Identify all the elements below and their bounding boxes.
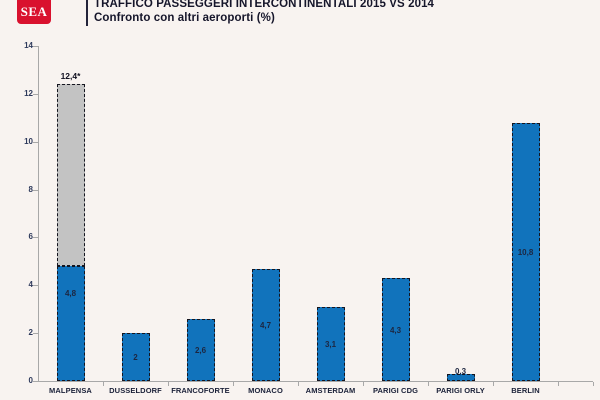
category-label: AMSTERDAM xyxy=(305,386,356,395)
category-label: MONACO xyxy=(248,386,283,395)
chart-title: TRAFFICO PASSEGGERI INTERCONTINENTALI 20… xyxy=(94,0,435,10)
y-tick-label: 10 xyxy=(24,136,33,146)
y-tick-mark xyxy=(33,141,38,143)
bar-value-label: 4,8 xyxy=(64,288,77,298)
x-tick-mark xyxy=(168,382,169,386)
bar-parigi-cdg xyxy=(381,278,410,381)
bar-berlin xyxy=(511,122,540,381)
bar-value-label: 0,3 xyxy=(454,367,467,376)
y-tick-mark xyxy=(33,46,38,47)
x-tick-mark xyxy=(593,382,594,386)
category-label: DUSSELDORF xyxy=(109,386,162,395)
y-tick-mark xyxy=(33,333,38,335)
x-tick-mark xyxy=(103,382,104,386)
stacked-extra-segment xyxy=(56,84,85,267)
x-tick-mark xyxy=(233,382,234,386)
x-tick-mark xyxy=(558,382,559,386)
x-tick-mark xyxy=(363,382,364,386)
y-tick-label: 6 xyxy=(28,232,33,242)
category-label: BERLIN xyxy=(511,386,540,395)
y-tick-label: 0 xyxy=(28,376,33,385)
y-tick-label: 14 xyxy=(24,41,33,50)
y-tick-mark xyxy=(33,237,38,239)
header-separator xyxy=(86,0,88,26)
bar-value-label: 4,3 xyxy=(389,325,402,335)
bar-amsterdam xyxy=(316,306,345,381)
category-label: PARIGI ORLY xyxy=(436,386,485,395)
bar-francoforte xyxy=(186,318,215,381)
category-label: PARIGI CDG xyxy=(372,386,419,395)
category-label: MALPENSA xyxy=(49,386,92,395)
y-tick-label: 2 xyxy=(28,328,33,338)
y-tick-label: 8 xyxy=(28,184,33,194)
bar-value-label: 4,7 xyxy=(259,320,272,330)
bar-value-label: 2,6 xyxy=(194,345,207,355)
y-tick-mark xyxy=(33,381,38,382)
bar-malpensa xyxy=(56,266,85,381)
stacked-total-label: 12,4* xyxy=(60,71,81,82)
y-tick-mark xyxy=(33,189,38,191)
y-tick-mark xyxy=(33,285,38,287)
header-titles: TRAFFICO PASSEGGERI INTERCONTINENTALI 20… xyxy=(94,0,594,25)
category-label: FRANCOFORTE xyxy=(171,386,230,395)
bar-value-label: 3,1 xyxy=(324,339,337,349)
bar-value-label: 10,8 xyxy=(517,247,534,257)
sea-logo: SEA xyxy=(17,0,51,24)
bar-dusseldorf xyxy=(121,333,150,381)
x-tick-mark xyxy=(428,382,429,386)
x-tick-mark xyxy=(493,382,494,386)
bar-monaco xyxy=(251,268,280,381)
bar-value-label: 2 xyxy=(133,353,138,363)
bar-parigi-orly xyxy=(446,373,475,381)
y-tick-label: 12 xyxy=(24,88,33,98)
y-axis-line xyxy=(38,46,39,381)
x-axis-line xyxy=(38,381,593,382)
sea-logo-text: SEA xyxy=(20,4,48,19)
x-tick-mark xyxy=(298,382,299,386)
y-tick-label: 4 xyxy=(28,280,33,290)
y-tick-mark xyxy=(33,93,38,95)
chart-subtitle: Confronto con altri aeroporti (%) xyxy=(94,12,275,24)
